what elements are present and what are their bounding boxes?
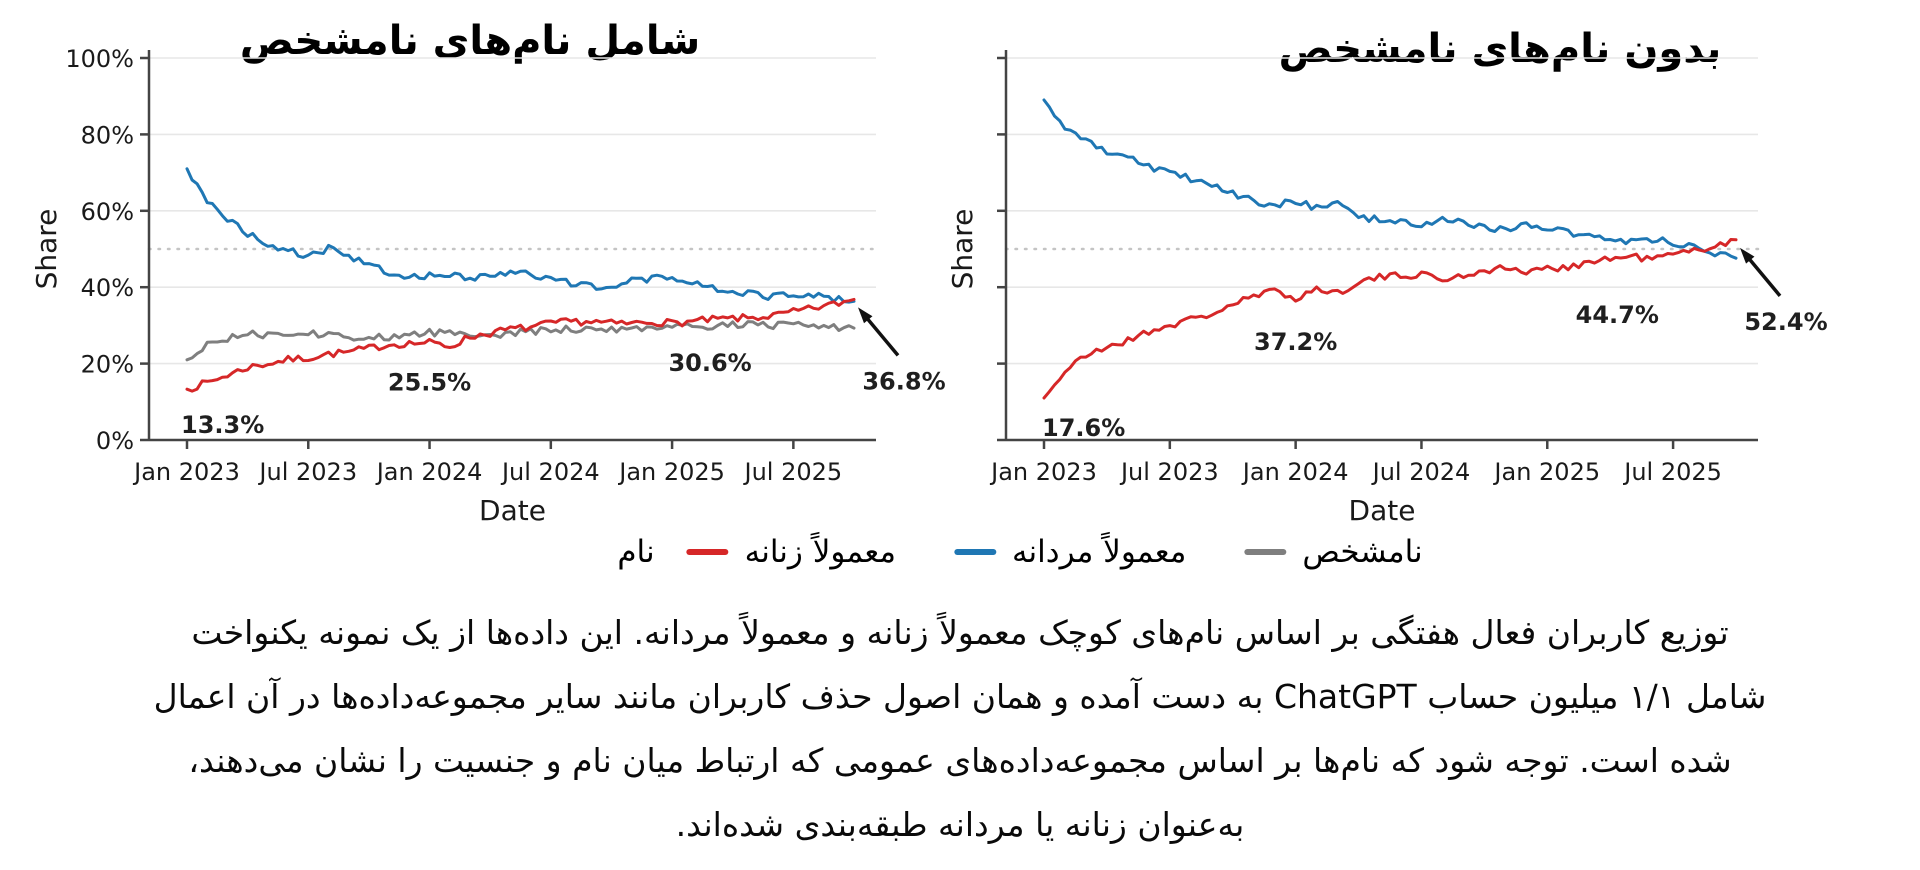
y-tick-label: 100% bbox=[65, 45, 134, 73]
x-tick-label: Jul 2025 bbox=[743, 458, 843, 486]
legend-label-male: معمولاً مردانه bbox=[1011, 534, 1187, 570]
y-tick-label: 80% bbox=[81, 121, 134, 149]
series-line-0 bbox=[185, 297, 856, 393]
annotation-arrowhead bbox=[858, 307, 873, 324]
annotation-label: 17.6% bbox=[1042, 414, 1125, 442]
y-tick-label: 40% bbox=[81, 274, 134, 302]
y-tick-label: 0% bbox=[96, 427, 134, 455]
annotation-arrow bbox=[1745, 254, 1782, 297]
annotation-label: 30.6% bbox=[668, 349, 751, 377]
annotation-label: 44.7% bbox=[1576, 301, 1659, 329]
x-tick-label: Jul 2024 bbox=[500, 458, 600, 486]
right-line-chart: Jan 2023 Jul 2023 Jan 2024 Jul 2024 Jan 2025… bbox=[948, 50, 1828, 527]
y-tick-label: 60% bbox=[81, 198, 134, 226]
annotation-label: 52.4% bbox=[1744, 308, 1827, 336]
y-axis-label: Share bbox=[30, 209, 63, 290]
annotation-label: 13.3% bbox=[181, 411, 264, 439]
x-tick-label: Jan 2023 bbox=[989, 458, 1097, 486]
x-tick-label: Jan 2025 bbox=[1492, 458, 1600, 486]
x-tick-label: Jan 2023 bbox=[132, 458, 240, 486]
x-tick-label: Jul 2024 bbox=[1371, 458, 1471, 486]
x-axis-label: Date bbox=[479, 494, 546, 527]
left-line-chart: 0% 20% 40% 60% 80% 100% Jan 2023 Jul 2023 Jan 20… bbox=[30, 45, 946, 527]
male-line-swatch bbox=[953, 549, 996, 555]
series-line-1 bbox=[1042, 98, 1738, 260]
legend-title: نام bbox=[617, 534, 655, 570]
y-tick-label: 20% bbox=[81, 351, 134, 379]
annotation-label: 36.8% bbox=[862, 367, 945, 395]
series-line-1 bbox=[185, 167, 856, 304]
legend-label-female: معمولاً زنانه bbox=[744, 534, 896, 570]
caption: توزیع کاربران فعال هفتگی بر اساس نام‌های… bbox=[0, 601, 1920, 857]
x-tick-label: Jan 2024 bbox=[1241, 458, 1349, 486]
x-tick-label: Jan 2024 bbox=[375, 458, 483, 486]
caption-line-1: توزیع کاربران فعال هفتگی بر اساس نام‌های… bbox=[191, 613, 1729, 652]
annotation-label: 25.5% bbox=[388, 369, 471, 397]
unspecified-line-swatch bbox=[1244, 549, 1287, 555]
annotation-arrow bbox=[863, 313, 900, 357]
x-tick-label: Jul 2023 bbox=[257, 458, 357, 486]
caption-line-2: شامل ۱/۱ میلیون حساب ChatGPT به دست آمده… bbox=[153, 677, 1767, 716]
legend-item-male: معمولاً مردانه bbox=[953, 534, 1187, 570]
caption-line-3: شده است. توجه شود که نام‌ها بر اساس مجمو… bbox=[188, 741, 1732, 780]
x-tick-label: Jul 2025 bbox=[1622, 458, 1722, 486]
series-line-2 bbox=[185, 320, 856, 362]
legend-item-female: معمولاً زنانه bbox=[686, 534, 896, 570]
x-tick-label: Jul 2023 bbox=[1119, 458, 1219, 486]
annotation-label: 37.2% bbox=[1254, 328, 1337, 356]
right-chart-title: بدون نام‌های نامشخص bbox=[1278, 26, 1722, 72]
legend-label-unspecified: نامشخص bbox=[1302, 534, 1423, 570]
x-axis-label: Date bbox=[1349, 494, 1416, 527]
legend-item-unspecified: نامشخص bbox=[1244, 534, 1423, 570]
y-axis-label: Share bbox=[948, 209, 979, 290]
series-line-0 bbox=[1042, 238, 1738, 400]
caption-line-4: به‌عنوان زنانه یا مردانه طبقه‌بندی شده‌ا… bbox=[675, 805, 1245, 844]
x-tick-label: Jan 2025 bbox=[617, 458, 725, 486]
left-chart-title: شامل نام‌های نامشخص bbox=[239, 18, 701, 64]
female-line-swatch bbox=[686, 549, 729, 555]
annotation-arrowhead bbox=[1740, 247, 1755, 264]
legend: نام معمولاً زنانه معمولاً مردانه نامشخص bbox=[617, 534, 1422, 570]
